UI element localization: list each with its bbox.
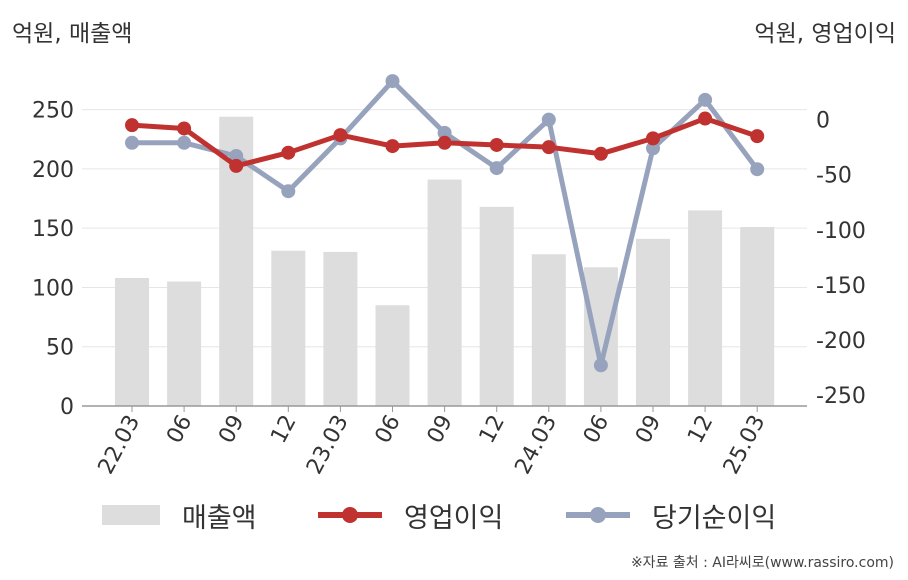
right-tick-label: -200 bbox=[816, 329, 866, 354]
axes bbox=[82, 405, 807, 412]
bar-revenue bbox=[531, 254, 566, 406]
x-tick-label: 06 bbox=[579, 411, 614, 447]
x-tick-label: 09 bbox=[423, 411, 458, 447]
bar-revenue bbox=[323, 251, 358, 406]
series-lines bbox=[125, 74, 765, 373]
point-net-income bbox=[437, 125, 452, 140]
x-tick-label: 12 bbox=[266, 411, 301, 447]
revenue-bars bbox=[115, 116, 775, 407]
legend-item-operating-profit: 영업이익 bbox=[318, 495, 503, 535]
point-net-income bbox=[593, 358, 608, 373]
bar-revenue bbox=[375, 305, 410, 406]
legend-label-operating-profit: 영업이익 bbox=[404, 502, 504, 534]
x-tick-label: 25.03 bbox=[719, 411, 771, 478]
point-net-income bbox=[541, 112, 556, 127]
point-operating-profit bbox=[593, 146, 608, 161]
point-operating-profit bbox=[229, 158, 244, 173]
left-tick-label: 150 bbox=[32, 217, 74, 242]
point-operating-profit bbox=[333, 128, 348, 143]
bar-revenue bbox=[583, 267, 618, 406]
legend: 매출액 영업이익 당기순이익 bbox=[0, 495, 908, 535]
point-operating-profit bbox=[646, 131, 660, 146]
right-axis-unit: 억원, 영업이익 bbox=[754, 21, 896, 47]
left-tick-label: 0 bbox=[60, 395, 74, 420]
x-tick-label: 09 bbox=[214, 411, 249, 447]
point-net-income bbox=[750, 162, 765, 177]
point-operating-profit bbox=[541, 140, 556, 155]
point-operating-profit bbox=[177, 121, 192, 136]
x-tick-label: 23.03 bbox=[302, 411, 354, 478]
bar-revenue bbox=[688, 210, 723, 406]
bar-revenue bbox=[271, 250, 306, 406]
left-tick-label: 100 bbox=[32, 276, 74, 301]
legend-label-net-income: 당기순이익 bbox=[652, 502, 777, 534]
point-operating-profit bbox=[750, 129, 765, 144]
bar-revenue bbox=[636, 238, 670, 406]
x-tick-label: 24.03 bbox=[510, 411, 562, 478]
source-note: ※자료 출처 : AI라씨로(www.rassiro.com) bbox=[630, 555, 894, 571]
chart-canvas: 0 50 100 150 200 250 0 -50 -100 -150 -200 -250 22.03… bbox=[32, 74, 866, 478]
point-operating-profit bbox=[385, 139, 400, 154]
left-axis-unit: 억원, 매출액 bbox=[12, 21, 133, 47]
legend-bar-swatch bbox=[102, 505, 160, 525]
left-tick-label: 200 bbox=[32, 158, 74, 183]
point-net-income bbox=[385, 74, 400, 89]
point-operating-profit bbox=[698, 111, 713, 126]
point-operating-profit bbox=[489, 137, 504, 152]
legend-line-swatch-op bbox=[318, 507, 382, 523]
left-tick-label: 50 bbox=[46, 336, 74, 361]
bar-revenue bbox=[167, 281, 202, 406]
bar-revenue bbox=[427, 179, 462, 406]
right-tick-label: -100 bbox=[816, 219, 866, 244]
point-net-income bbox=[646, 141, 660, 156]
x-tick-label: 09 bbox=[631, 411, 666, 447]
legend-item-revenue: 매출액 bbox=[102, 495, 257, 535]
point-net-income bbox=[177, 135, 192, 150]
bar-revenue bbox=[479, 206, 514, 406]
x-tick-label: 22.03 bbox=[94, 411, 146, 478]
bar-revenue bbox=[115, 277, 149, 406]
legend-item-net-income: 당기순이익 bbox=[566, 495, 776, 535]
bar-revenue bbox=[740, 226, 775, 406]
right-tick-label: -150 bbox=[816, 274, 866, 299]
point-net-income bbox=[281, 184, 296, 199]
legend-label-revenue: 매출액 bbox=[182, 502, 257, 534]
point-net-income bbox=[489, 161, 504, 176]
point-operating-profit bbox=[437, 135, 452, 150]
point-net-income bbox=[125, 135, 139, 150]
x-tick-label: 12 bbox=[683, 411, 718, 447]
x-tick-label: 06 bbox=[162, 411, 197, 447]
point-operating-profit bbox=[281, 145, 296, 160]
point-net-income bbox=[229, 148, 244, 163]
x-tick-label: 12 bbox=[475, 411, 510, 447]
right-tick-label: 0 bbox=[816, 109, 830, 134]
left-tick-label: 250 bbox=[32, 99, 74, 124]
point-operating-profit bbox=[125, 118, 139, 133]
right-tick-label: -50 bbox=[816, 164, 852, 189]
legend-line-swatch-net bbox=[566, 507, 630, 523]
x-tick-label: 06 bbox=[371, 411, 406, 447]
right-tick-label: -250 bbox=[816, 384, 866, 409]
point-net-income bbox=[698, 92, 713, 107]
